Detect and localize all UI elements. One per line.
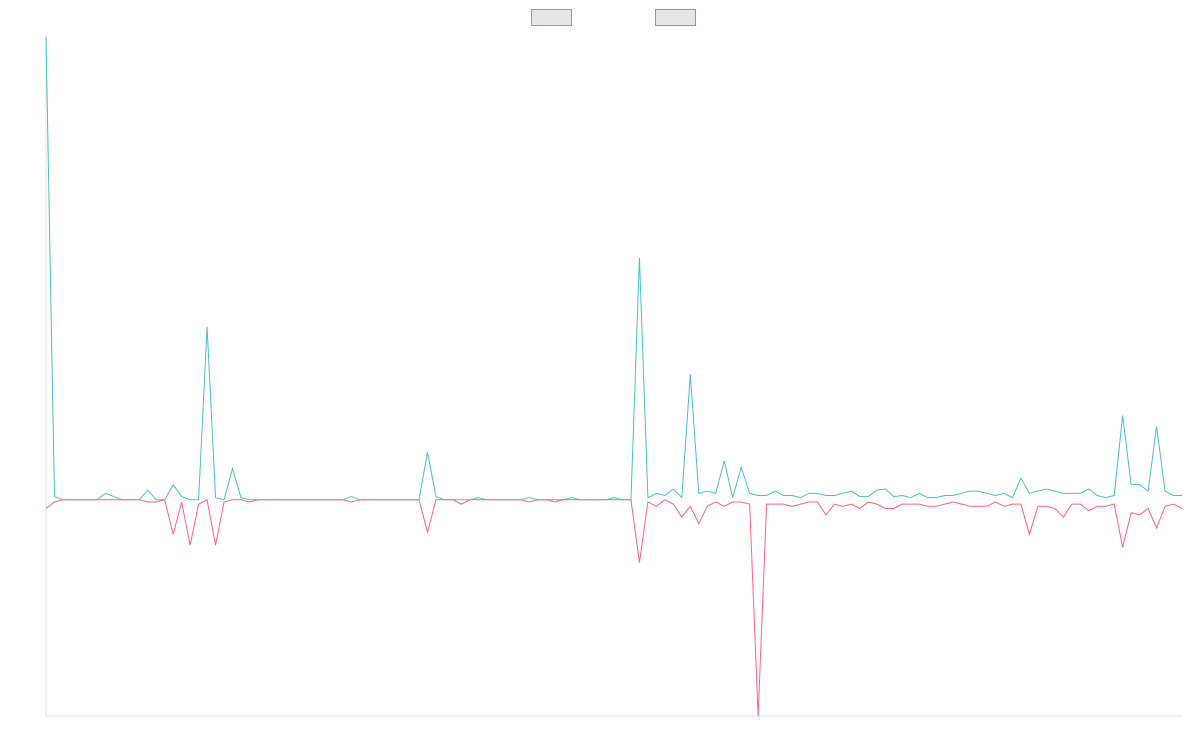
series-line-1 — [45, 37, 1182, 501]
legend-swatch-2[interactable] — [655, 9, 696, 26]
legend-swatch-1[interactable] — [531, 9, 572, 26]
series-line-2 — [45, 499, 1183, 717]
chart-axes — [45, 35, 1182, 717]
legend[interactable] — [531, 9, 696, 26]
plot-area — [45, 37, 1183, 717]
